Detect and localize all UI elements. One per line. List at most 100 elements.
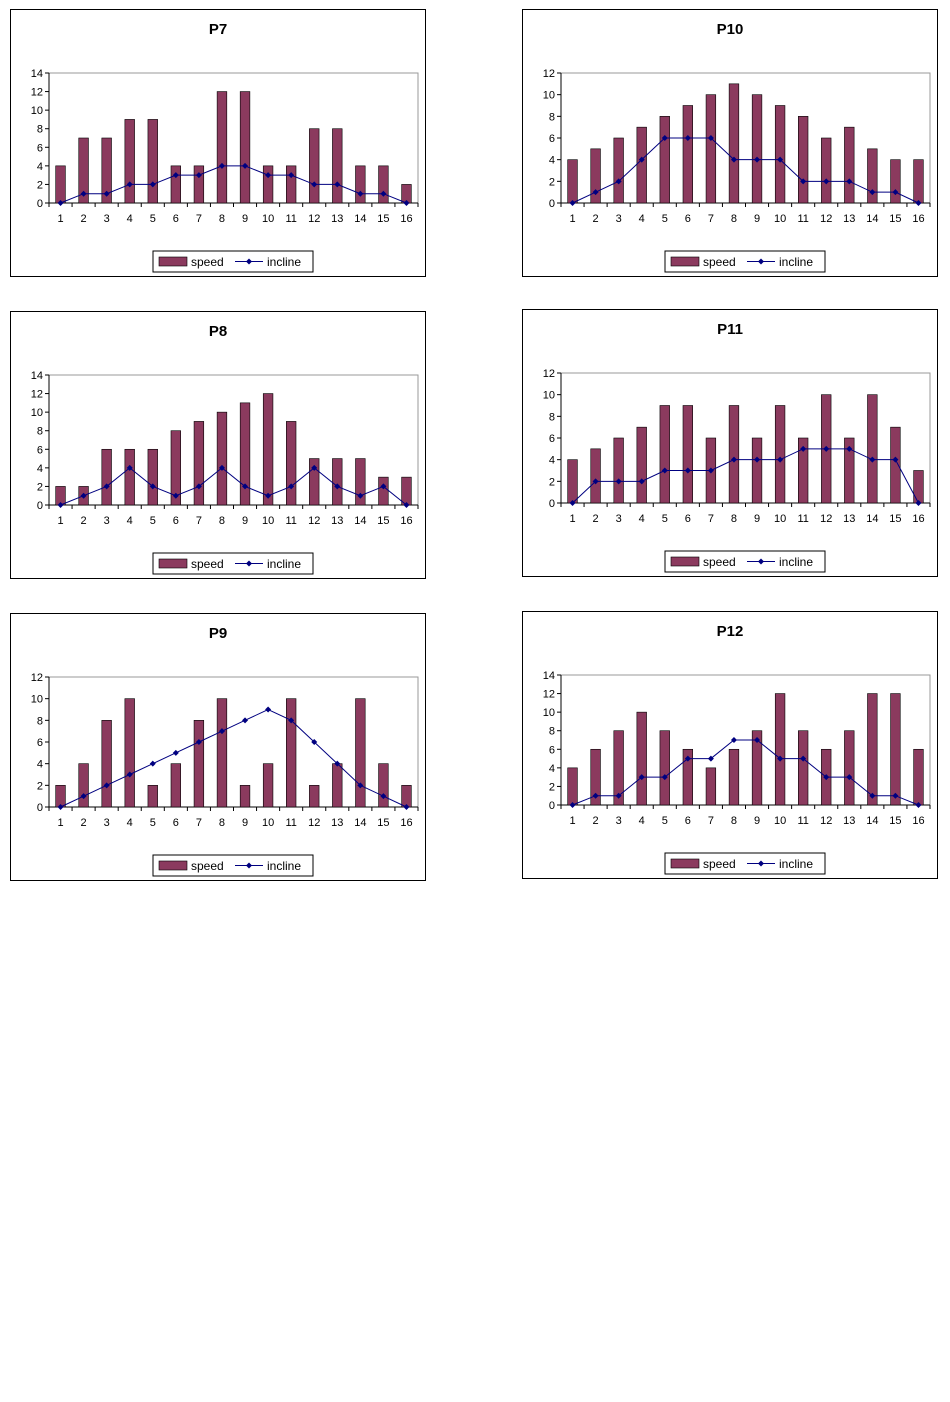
- x-tick-label: 6: [685, 513, 691, 525]
- x-tick-label: 1: [569, 213, 575, 225]
- legend-marker-incline: [246, 560, 252, 567]
- x-tick-label: 4: [127, 817, 133, 829]
- incline-point: [915, 802, 922, 808]
- legend-marker-incline: [758, 860, 764, 867]
- y-tick-label: 12: [543, 689, 555, 701]
- speed-bar: [636, 126, 647, 204]
- y-tick-label: 6: [37, 444, 43, 456]
- x-tick-label: 13: [331, 817, 343, 829]
- speed-bar: [659, 116, 670, 204]
- incline-point: [638, 478, 645, 485]
- x-tick-label: 8: [219, 817, 225, 829]
- speed-bar: [751, 94, 763, 204]
- speed-bar: [332, 128, 343, 204]
- incline-point: [403, 502, 410, 508]
- speed-bar: [262, 393, 274, 506]
- x-tick-label: 5: [150, 817, 156, 829]
- y-tick-label: 2: [549, 781, 555, 793]
- incline-point: [684, 467, 691, 474]
- x-tick-label: 10: [262, 515, 274, 527]
- incline-point: [638, 156, 645, 163]
- speed-bar: [867, 693, 878, 806]
- speed-bar: [355, 698, 366, 808]
- incline-point: [615, 792, 622, 799]
- speed-bar: [193, 165, 205, 204]
- x-tick-label: 6: [685, 213, 691, 225]
- x-tick-label: 2: [593, 513, 599, 525]
- legend-label-speed: speed: [703, 255, 736, 269]
- legend-label-incline: incline: [779, 255, 813, 269]
- incline-point: [707, 135, 714, 141]
- x-tick-label: 4: [127, 213, 133, 225]
- speed-bar: [890, 693, 901, 806]
- speed-bar: [55, 165, 66, 204]
- speed-bar: [124, 448, 135, 506]
- incline-point: [126, 181, 133, 188]
- incline-point: [707, 755, 714, 762]
- chart-p11: P11 0 2 4 6 8 10 12 1 2 3 4 5 6 7 8 9 10 11 12 13 14 15 16 speed…: [522, 309, 938, 577]
- x-tick-label: 14: [354, 213, 366, 225]
- incline-point: [242, 162, 249, 169]
- speed-bar: [239, 785, 251, 808]
- incline-point: [707, 467, 714, 474]
- incline-point: [823, 774, 830, 781]
- legend-swatch-speed: [670, 256, 700, 267]
- incline-point: [334, 181, 341, 188]
- legend-box: [152, 854, 314, 877]
- x-tick-label: 14: [354, 515, 366, 527]
- y-tick-label: 0: [549, 498, 555, 510]
- x-tick-label: 11: [285, 817, 296, 829]
- incline-point: [823, 178, 830, 185]
- x-tick-label: 1: [57, 817, 63, 829]
- x-tick-label: 2: [81, 817, 87, 829]
- x-tick-label: 5: [662, 513, 668, 525]
- incline-point: [172, 172, 179, 179]
- y-tick-label: 6: [549, 133, 555, 145]
- x-tick-label: 10: [262, 213, 274, 225]
- speed-bar: [332, 763, 343, 808]
- x-tick-label: 1: [57, 515, 63, 527]
- incline-point: [777, 755, 784, 762]
- x-tick-label: 7: [196, 817, 202, 829]
- incline-point: [265, 172, 272, 179]
- legend-box: [664, 852, 826, 875]
- incline-point: [846, 445, 853, 452]
- legend: speed incline: [152, 552, 314, 575]
- speed-bar: [124, 698, 135, 808]
- incline-point: [218, 728, 225, 735]
- legend-label-incline: incline: [267, 557, 301, 571]
- x-tick-label: 13: [843, 513, 855, 525]
- speed-bar: [309, 458, 320, 506]
- speed-bar: [728, 83, 740, 204]
- speed-bar: [659, 730, 670, 806]
- incline-point: [311, 181, 318, 188]
- legend-label-speed: speed: [191, 557, 224, 571]
- incline-point: [892, 792, 899, 799]
- speed-bar: [751, 730, 763, 806]
- x-tick-label: 15: [377, 515, 389, 527]
- speed-bar: [286, 165, 297, 204]
- speed-bar: [147, 785, 158, 808]
- speed-bar: [567, 767, 578, 806]
- x-tick-label: 4: [639, 213, 645, 225]
- incline-point: [569, 802, 576, 808]
- x-tick-label: 15: [377, 213, 389, 225]
- incline-point: [149, 483, 156, 490]
- chart-title: P9: [209, 625, 227, 642]
- incline-point: [265, 706, 272, 713]
- incline-point: [684, 755, 691, 762]
- x-tick-label: 2: [81, 213, 87, 225]
- x-tick-label: 6: [685, 815, 691, 827]
- y-tick-label: 4: [549, 455, 555, 467]
- x-tick-label: 7: [196, 515, 202, 527]
- incline-point: [195, 483, 202, 490]
- speed-bar: [590, 748, 601, 806]
- legend-label-incline: incline: [267, 255, 301, 269]
- incline-point: [684, 135, 691, 141]
- incline-point: [218, 162, 225, 169]
- y-tick-label: 14: [31, 68, 43, 80]
- x-tick-label: 8: [219, 515, 225, 527]
- x-tick-label: 8: [219, 213, 225, 225]
